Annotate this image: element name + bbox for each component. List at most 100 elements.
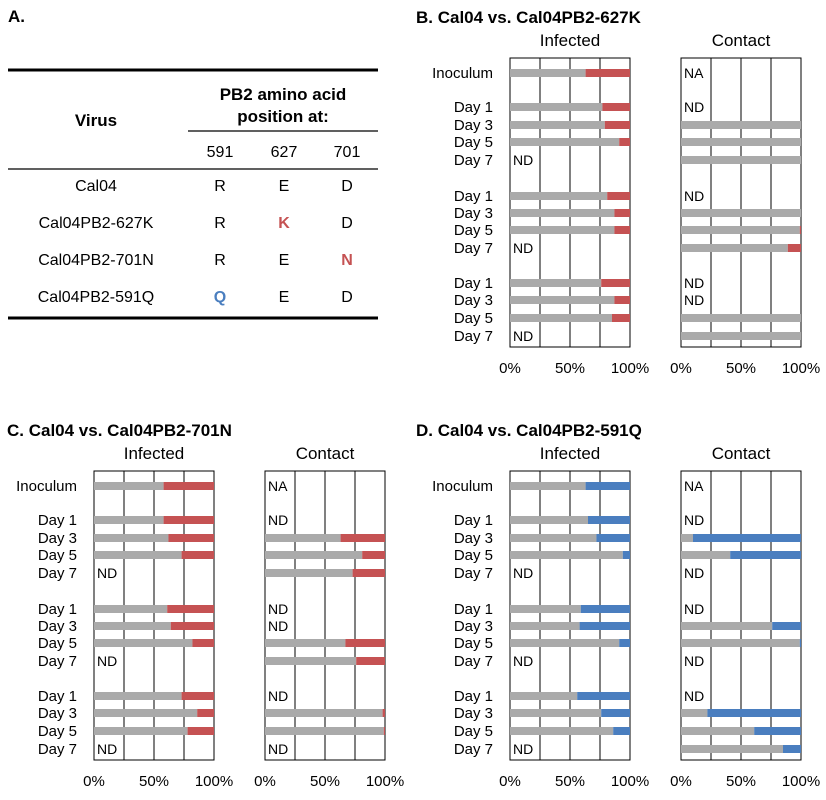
x-tick-label: 0%	[499, 360, 521, 377]
panel-a-table: A. Virus PB2 amino acid position at: 591…	[8, 7, 378, 320]
value-label-nd: ND	[684, 512, 704, 528]
row-label: Day 1	[454, 188, 493, 205]
bar-wildtype	[94, 605, 168, 613]
position-627: 627	[271, 144, 298, 161]
bar-mutant	[383, 727, 385, 735]
label-bg	[267, 616, 291, 636]
bar-mutant	[799, 226, 801, 234]
plot-contact: Contact NA ND ND ND ND ND 0% 50% 100%	[670, 444, 820, 790]
x-tick-label: 50%	[555, 360, 585, 377]
bar-mutant	[362, 551, 385, 559]
bar-mutant	[730, 551, 801, 559]
bar-wildtype	[94, 692, 182, 700]
table-residue: R	[214, 252, 226, 269]
bar-wildtype	[510, 121, 605, 129]
label-bg	[683, 186, 707, 206]
bar-wildtype	[94, 727, 188, 735]
plot-infected: Infected ND ND ND 0% 50% 100%	[83, 444, 233, 790]
bar-wildtype	[94, 551, 182, 559]
bar-wildtype	[94, 482, 164, 490]
table-residue: D	[341, 178, 353, 195]
value-label-na: NA	[684, 65, 704, 81]
bar-mutant	[787, 244, 801, 252]
bar-wildtype	[681, 156, 801, 164]
row-label: Day 5	[454, 222, 493, 239]
table-residue: E	[279, 289, 290, 306]
bar-mutant	[754, 727, 801, 735]
label-bg	[683, 97, 707, 117]
bar-mutant	[602, 103, 630, 111]
x-tick-label: 100%	[195, 773, 233, 790]
value-label-nd: ND	[684, 292, 704, 308]
bar-wildtype	[510, 727, 614, 735]
row-label: Day 3	[38, 530, 77, 547]
row-label: Day 3	[454, 205, 493, 222]
bar-wildtype	[681, 121, 801, 129]
label-bg	[512, 739, 536, 759]
chart-title: D. Cal04 vs. Cal04PB2-591Q	[416, 421, 642, 440]
bar-wildtype	[510, 551, 623, 559]
bar-mutant	[163, 516, 214, 524]
x-tick-label: 50%	[310, 773, 340, 790]
table-residue: D	[341, 289, 353, 306]
bar-mutant	[192, 639, 214, 647]
bar-mutant	[585, 482, 630, 490]
bar-mutant	[614, 209, 630, 217]
value-label-nd: ND	[513, 741, 533, 757]
bar-mutant	[601, 279, 630, 287]
table-residue: D	[341, 215, 353, 232]
row-label: Day 7	[38, 741, 77, 758]
row-label: Day 5	[38, 635, 77, 652]
bar-wildtype	[681, 314, 801, 322]
value-label-na: NA	[268, 478, 288, 494]
bar-mutant	[580, 605, 630, 613]
row-label: Day 5	[38, 723, 77, 740]
label-bg	[683, 510, 707, 530]
label-bg	[683, 563, 707, 583]
value-label-nd: ND	[513, 653, 533, 669]
group-header: Infected	[540, 31, 601, 50]
label-bg	[512, 563, 536, 583]
bar-wildtype	[510, 516, 588, 524]
bar-wildtype	[510, 639, 620, 647]
label-bg	[683, 476, 707, 496]
bar-mutant	[604, 121, 630, 129]
bar-wildtype	[681, 138, 801, 146]
bar-mutant	[352, 569, 385, 577]
bar-wildtype	[681, 209, 801, 217]
label-bg	[683, 63, 707, 83]
value-label-nd: ND	[684, 565, 704, 581]
bar-wildtype	[681, 332, 801, 340]
bar-wildtype	[510, 192, 608, 200]
bar-mutant	[577, 692, 630, 700]
x-tick-label: 50%	[726, 360, 756, 377]
bar-wildtype	[510, 279, 602, 287]
bar-mutant	[382, 709, 385, 717]
row-label: Day 1	[454, 99, 493, 116]
row-label: Day 5	[454, 134, 493, 151]
bar-wildtype	[510, 138, 620, 146]
label-bg	[512, 326, 536, 346]
x-tick-label: 50%	[139, 773, 169, 790]
row-label: Day 3	[38, 705, 77, 722]
row-label: Day 7	[454, 240, 493, 257]
group-header: Infected	[540, 444, 601, 463]
row-label: Inoculum	[432, 478, 493, 495]
value-label-nd: ND	[684, 99, 704, 115]
bar-wildtype	[510, 314, 612, 322]
row-label: Day 3	[454, 618, 493, 635]
x-tick-label: 0%	[83, 773, 105, 790]
bar-wildtype	[681, 226, 800, 234]
label-bg	[683, 273, 707, 293]
label-bg	[683, 651, 707, 671]
row-label: Day 1	[454, 275, 493, 292]
row-label: Day 1	[454, 688, 493, 705]
label-bg	[267, 510, 291, 530]
row-label: Day 7	[454, 653, 493, 670]
x-tick-label: 100%	[611, 773, 649, 790]
table-residue: N	[341, 252, 353, 269]
bar-mutant	[783, 745, 801, 753]
value-label-nd: ND	[268, 688, 288, 704]
row-label: Day 5	[454, 723, 493, 740]
